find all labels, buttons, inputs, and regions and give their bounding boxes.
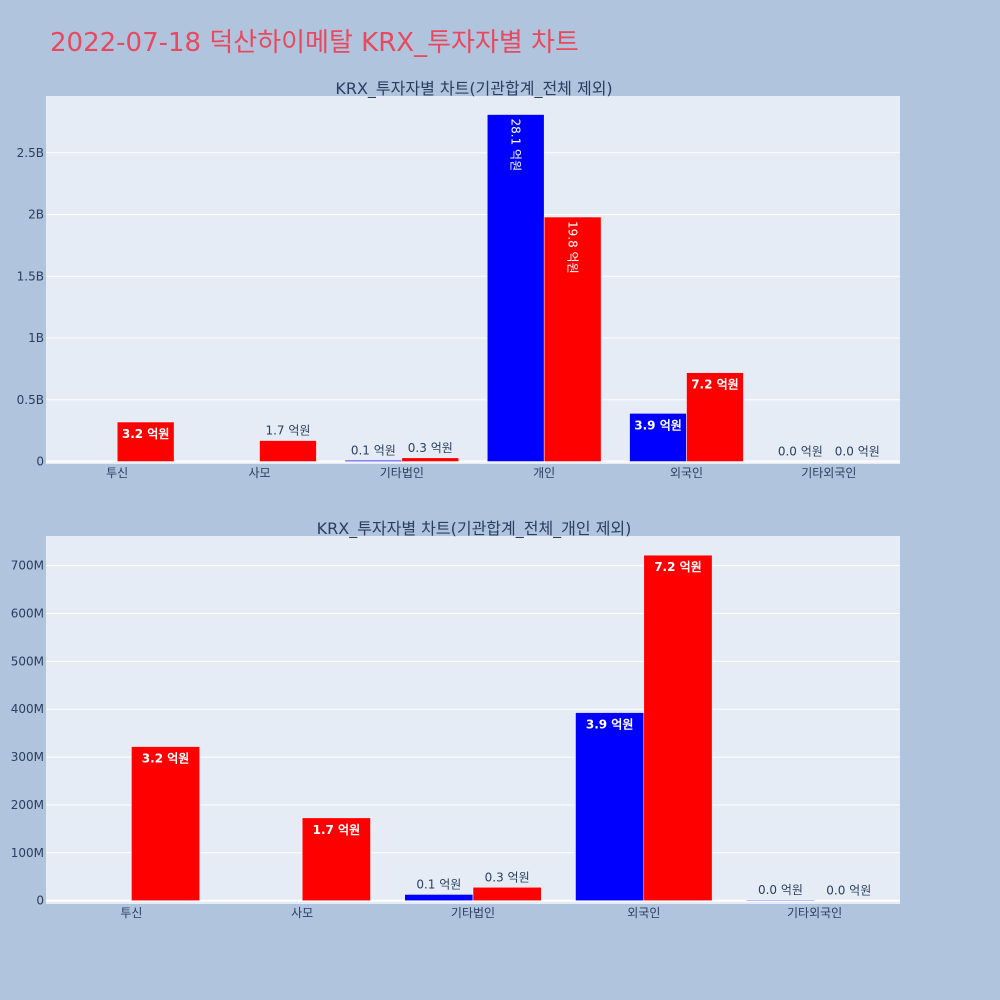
y-tick-label: 100M [11,846,44,860]
bar [543,216,602,462]
bar-data-label: 3.9 억원 [586,718,634,732]
bar [301,817,371,901]
bar-data-label: 3.2 억원 [122,427,170,441]
bar [575,712,645,901]
y-tick-label: 0 [36,894,44,908]
bar-data-label: 0.0 억원 [835,445,880,459]
bar-data-label: 19.8 억원 [566,221,580,274]
x-tick-label: 사모 [291,906,313,920]
bar-data-label: 0.1 억원 [416,877,461,891]
y-tick-label: 600M [11,607,44,621]
y-tick-label: 200M [11,798,44,812]
bar-data-label: 7.2 억원 [691,378,739,392]
y-tick-label: 1B [28,331,44,345]
y-tick-label: 1.5B [17,269,44,283]
bar-data-label: 0.1 억원 [351,443,396,457]
y-tick-label: 0 [36,455,44,469]
bar-data-label: 1.7 억원 [265,424,310,438]
bar [472,887,542,901]
bar [131,746,200,901]
subplot-title: KRX_투자자별 차트(기관합계_전체_개인 제외) [317,519,632,539]
bar [746,899,815,901]
x-tick-label: 기타외국인 [801,466,856,480]
bar [116,421,175,462]
x-tick-label: 기타법인 [380,466,424,480]
chart-2: 0 100M 200M 300M 400M 500M 600M 700M KRX_투자자별 차트… [11,519,900,920]
bar [686,372,744,462]
bar-data-label: 3.2 억원 [142,752,190,766]
plot-area [46,96,900,464]
x-tick-label: 외국인 [670,466,703,480]
bar [643,554,713,901]
x-tick-label: 투신 [106,466,128,480]
x-tick-label: 기타법인 [451,906,495,920]
bar [486,114,545,462]
bar-data-label: 1.7 억원 [313,823,361,837]
y-tick-label: 300M [11,750,44,764]
bar-data-label: 0.0 억원 [778,445,823,459]
x-tick-label: 외국인 [627,906,660,920]
y-tick-label: 700M [11,559,44,573]
chart-1: 0 0.5B 1B 1.5B 2B 2.5B KRX_투자자별 차트(기관합계_전체 제외)… [17,79,900,480]
y-tick-label: 0.5B [17,393,44,407]
x-tick-label: 개인 [533,466,555,480]
bar [404,894,474,901]
bar-data-label: 0.0 억원 [826,884,871,898]
x-tick-label: 투신 [120,906,142,920]
x-tick-label: 기타외국인 [787,906,842,920]
y-tick-label: 500M [11,654,44,668]
bar-data-label: 0.3 억원 [485,870,530,884]
bar-data-label: 0.3 억원 [408,441,453,455]
y-tick-label: 2.5B [17,146,44,160]
y-tick-label: 400M [11,702,44,716]
bar [401,457,460,462]
x-tick-label: 사모 [248,466,270,480]
subplot-title: KRX_투자자별 차트(기관합계_전체 제외) [335,79,612,99]
y-tick-label: 2B [28,208,44,222]
bar-data-label: 0.0 억원 [758,883,803,897]
bar-data-label: 3.9 억원 [634,418,682,432]
bar [629,413,687,462]
bar [259,440,317,462]
bar [344,460,403,462]
bar-data-label: 7.2 억원 [654,560,702,574]
page-title: 2022-07-18 덕산하이메탈 KRX_투자자별 차트 [50,28,579,58]
bar-data-label: 28.1 억원 [509,119,523,172]
